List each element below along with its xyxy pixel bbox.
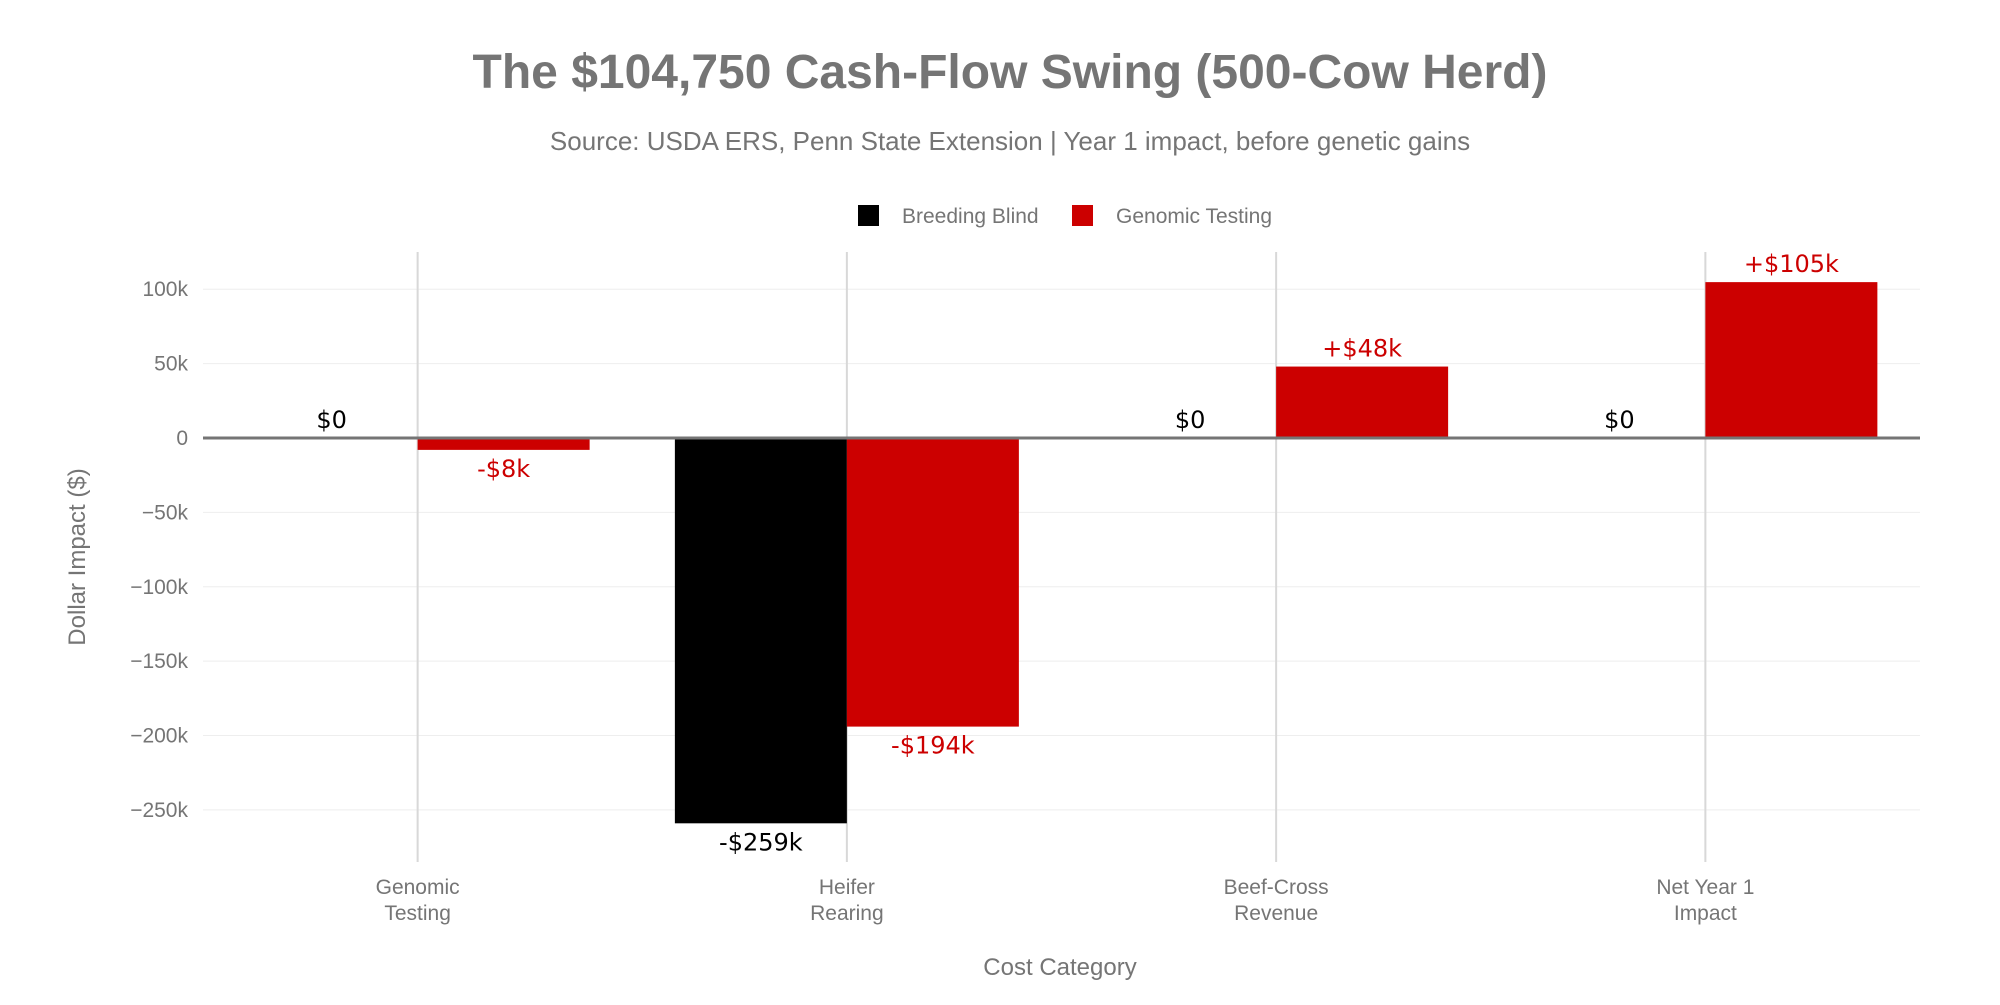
bar-labels: $0 -$259k $0 $0 -$8k -$194k +$48k +$105k	[316, 250, 1839, 856]
bar-value-label: $0	[1604, 406, 1635, 434]
y-axis-title: Dollar Impact ($)	[64, 468, 91, 645]
x-tick-label: Heifer	[819, 876, 875, 899]
x-tick-label: Impact	[1674, 902, 1737, 925]
y-tick-label: 50k	[154, 353, 188, 376]
bar-value-label: $0	[316, 406, 347, 434]
legend-label: Breeding Blind	[902, 205, 1039, 228]
bar-value-label: -$8k	[477, 455, 530, 483]
bar	[417, 437, 590, 450]
x-tick-label: Testing	[384, 902, 451, 925]
legend-label: Genomic Testing	[1116, 205, 1272, 228]
y-tick-label: −150k	[130, 650, 188, 673]
bar-value-label: -$259k	[719, 828, 803, 856]
bar-value-label: +$105k	[1744, 250, 1839, 278]
y-tick-label: −50k	[142, 501, 189, 524]
legend: Breeding Blind Genomic Testing	[858, 205, 1272, 228]
gridlines	[203, 288, 1920, 811]
y-tick-label: −250k	[130, 799, 188, 822]
y-tick-label: −200k	[130, 725, 188, 748]
x-tick-label: Revenue	[1234, 902, 1318, 925]
y-axis-ticks: 100k 50k 0 −50k −100k −150k −200k −250k	[130, 278, 188, 822]
bar-value-label: $0	[1175, 406, 1206, 434]
bars	[417, 282, 1878, 824]
x-axis-title: Cost Category	[983, 954, 1136, 981]
chart-title: The $104,750 Cash-Flow Swing (500-Cow He…	[473, 46, 1548, 99]
bar	[1705, 282, 1878, 438]
y-tick-label: 0	[176, 427, 188, 450]
bar	[846, 437, 1019, 727]
x-tick-label: Net Year 1	[1656, 876, 1754, 899]
bar-value-label: -$194k	[891, 732, 975, 760]
x-axis-ticks: Genomic Testing Heifer Rearing Beef-Cross Rev…	[376, 876, 1755, 925]
legend-swatch	[858, 205, 879, 226]
bar	[1276, 366, 1449, 438]
x-tick-label: Rearing	[810, 902, 884, 925]
y-tick-label: −100k	[130, 576, 188, 599]
chart-subtitle: Source: USDA ERS, Penn State Extension |…	[550, 126, 1470, 156]
legend-swatch	[1072, 205, 1093, 226]
x-tick-label: Beef-Cross	[1224, 876, 1329, 899]
x-tick-label: Genomic	[376, 876, 460, 899]
category-gridlines	[416, 252, 1707, 862]
bar	[674, 437, 847, 824]
y-tick-label: 100k	[142, 278, 188, 301]
bar-value-label: +$48k	[1322, 335, 1402, 363]
